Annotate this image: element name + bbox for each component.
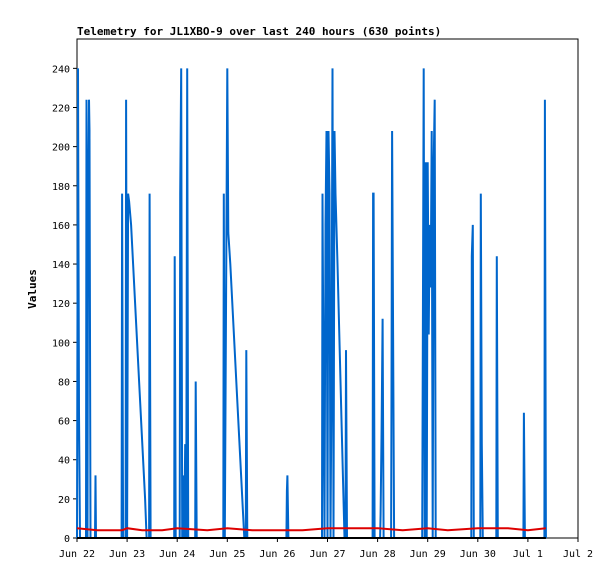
y-tick-label: 60 [58, 417, 70, 428]
x-tick-label: Jun 26 [259, 549, 295, 560]
chart-title: Telemetry for JL1XBO-9 over last 240 hou… [77, 25, 441, 38]
y-tick-label: 0 [64, 534, 70, 545]
y-tick-label: 160 [52, 221, 70, 232]
y-tick-label: 40 [58, 456, 70, 467]
x-tick-label: Jun 23 [109, 549, 145, 560]
y-tick-label: 240 [52, 64, 70, 75]
x-ticks: Jun 22 Jun 23 Jun 24 Jun 25 Jun 26 Jun 27 Jun … [59, 538, 593, 560]
series-line-1 [76, 527, 547, 532]
y-tick-label: 80 [58, 377, 70, 388]
y-tick-label: 120 [52, 299, 70, 310]
y-ticks: 0 20 40 60 80 100 120 140 160 180 200 220 240 [52, 64, 77, 545]
x-tick-label: Jun 24 [159, 549, 195, 560]
y-tick-label: 220 [52, 103, 70, 114]
series-line-0 [76, 68, 547, 539]
x-tick-label: Jul 1 [513, 549, 543, 560]
x-tick-label: Jun 22 [59, 549, 95, 560]
y-tick-label: 100 [52, 338, 70, 349]
x-tick-label: Jul 2 [563, 549, 593, 560]
x-tick-label: Jun 28 [360, 549, 396, 560]
y-axis-label: Values [26, 269, 39, 309]
y-tick-label: 200 [52, 143, 70, 154]
y-tick-label: 140 [52, 260, 70, 271]
y-tick-label: 180 [52, 182, 70, 193]
x-tick-label: Jun 25 [209, 549, 245, 560]
x-tick-label: Jun 29 [410, 549, 446, 560]
y-tick-label: 20 [58, 495, 70, 506]
series-layer [76, 68, 547, 539]
x-tick-label: Jun 27 [309, 549, 345, 560]
x-tick-label: Jun 30 [460, 549, 496, 560]
